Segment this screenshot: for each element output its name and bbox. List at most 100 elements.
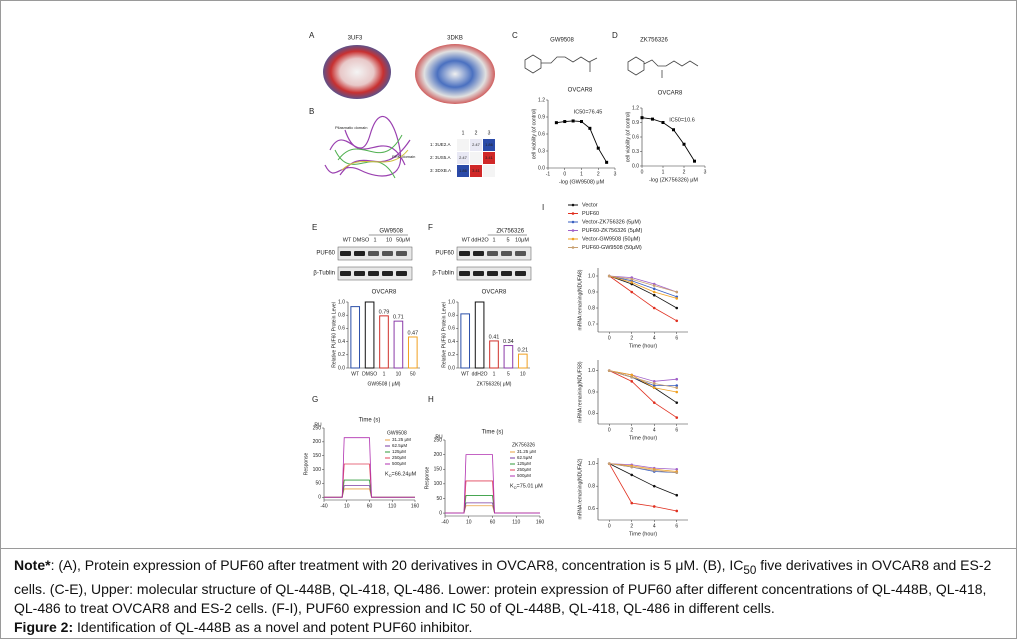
band <box>382 251 393 256</box>
heatmap-column: 1 <box>462 130 465 136</box>
point <box>672 128 675 132</box>
point <box>675 416 679 419</box>
kd-symbol: K <box>385 471 389 477</box>
legend-title: ZK756326 <box>512 442 535 448</box>
heatmap-value: 2.47 <box>459 155 468 160</box>
x-tick-label: 10 <box>396 371 402 377</box>
legend-label: 250μM <box>517 467 531 472</box>
y-tick-label: 0.0 <box>632 163 639 169</box>
y-tick-label: 1.0 <box>588 461 595 467</box>
panel-letter: A <box>309 31 315 40</box>
legend-label: 500μM <box>392 461 406 466</box>
bar <box>517 353 528 369</box>
separator <box>1 548 1016 549</box>
point <box>675 493 679 497</box>
heatmap-value: 3.41 <box>472 168 481 173</box>
x-axis-label: -log (GW9508) μM <box>559 179 605 185</box>
note-text: five derivatives in OVCAR8 and ES-2 cell… <box>14 557 992 616</box>
compound-name: ZK756326 <box>640 38 668 44</box>
y-tick-label: 100 <box>434 481 443 487</box>
bar <box>474 301 485 369</box>
y-axis-label: Relative PUF60 Protein Level <box>331 302 337 368</box>
band <box>501 271 512 276</box>
x-axis-label: Time (hour) <box>629 343 657 349</box>
y-tick-label: 1.2 <box>538 97 545 103</box>
lane-label: 1 <box>492 237 495 243</box>
y-tick-label: 150 <box>313 453 322 459</box>
y-axis-label: mRNA remaining(NDUFS8) <box>577 361 583 422</box>
x-tick-label: 110 <box>388 503 396 509</box>
point <box>605 160 609 164</box>
point <box>554 121 558 125</box>
figure-title: Identification of QL-448B as a novel and… <box>73 618 473 635</box>
lane-label: 50μM <box>396 237 410 243</box>
x-tick-label: 0 <box>563 171 566 177</box>
point <box>588 126 592 130</box>
surface-3dkb <box>415 44 495 104</box>
x-tick-label: WT <box>351 371 359 377</box>
point <box>630 277 634 281</box>
x-tick-label: -1 <box>546 171 551 177</box>
point <box>675 471 679 474</box>
ribbon <box>341 149 409 171</box>
band <box>473 271 484 276</box>
y-tick-label: 0.6 <box>448 326 455 332</box>
heatmap-value: 1.86 <box>485 142 494 147</box>
panel-letter: B <box>309 107 314 116</box>
legend-marker <box>571 220 575 224</box>
x-tick-label: 10 <box>466 519 472 525</box>
y-tick-label: 0.9 <box>632 120 639 126</box>
legend-title: GW9508 <box>387 430 407 436</box>
y-axis-label: Response <box>424 467 430 490</box>
x-tick-label: -40 <box>320 503 327 509</box>
point <box>675 384 679 387</box>
bar <box>393 320 404 369</box>
panel-letter: C <box>512 31 518 40</box>
bar <box>364 301 375 369</box>
y-tick-label: 0.7 <box>588 321 595 327</box>
heatmap-value: 2.47 <box>472 142 481 147</box>
x-tick-label: 2 <box>630 335 633 341</box>
point <box>607 369 611 372</box>
note-text: : (A), Protein expression of PUF60 after… <box>50 557 744 573</box>
point <box>652 505 656 508</box>
panel-letter: D <box>612 31 618 40</box>
point <box>652 469 656 472</box>
band <box>354 251 365 256</box>
line <box>609 463 677 496</box>
kd-sub: D <box>514 486 517 490</box>
y-axis-label: mRNA remaining(NDUFA8) <box>577 269 583 330</box>
legend-label: Vector-GW9508 (50μM) <box>582 236 640 242</box>
y-tick-label: 0.9 <box>538 114 545 120</box>
x-tick-label: 5 <box>507 371 510 377</box>
band <box>354 271 365 276</box>
lane-label: 5 <box>506 237 509 243</box>
point <box>630 373 634 377</box>
point <box>675 509 679 513</box>
point <box>630 375 634 379</box>
band <box>459 271 470 276</box>
y-tick-label: 250 <box>434 437 443 443</box>
x-tick-label: 10 <box>344 503 350 509</box>
x-axis-label: GW9508 ( μM) <box>368 381 401 387</box>
legend-label: 31.25 μM <box>392 437 411 442</box>
heatmap-cell <box>457 152 469 164</box>
bar <box>407 336 418 369</box>
lane-label: 1 <box>373 237 376 243</box>
y-tick-label: 0.3 <box>632 149 639 155</box>
band <box>396 251 407 256</box>
surface-3uf3 <box>323 45 391 99</box>
legend-label: 500μM <box>517 473 531 478</box>
legend-label: 31.25 μM <box>517 449 536 454</box>
caption: Note*: (A), Protein expression of PUF60 … <box>14 556 1004 636</box>
point <box>675 290 679 294</box>
line <box>609 275 677 309</box>
x-tick-label: 4 <box>653 335 656 341</box>
point <box>675 386 679 390</box>
y-tick-label: 200 <box>434 452 443 458</box>
x-tick-label: 2 <box>630 523 633 529</box>
lane-label: WT <box>343 237 352 243</box>
figure: A 3UF3 3DKB B Pilasmatic domain RRM doma… <box>303 31 707 538</box>
point <box>652 284 656 287</box>
bar <box>350 306 361 369</box>
